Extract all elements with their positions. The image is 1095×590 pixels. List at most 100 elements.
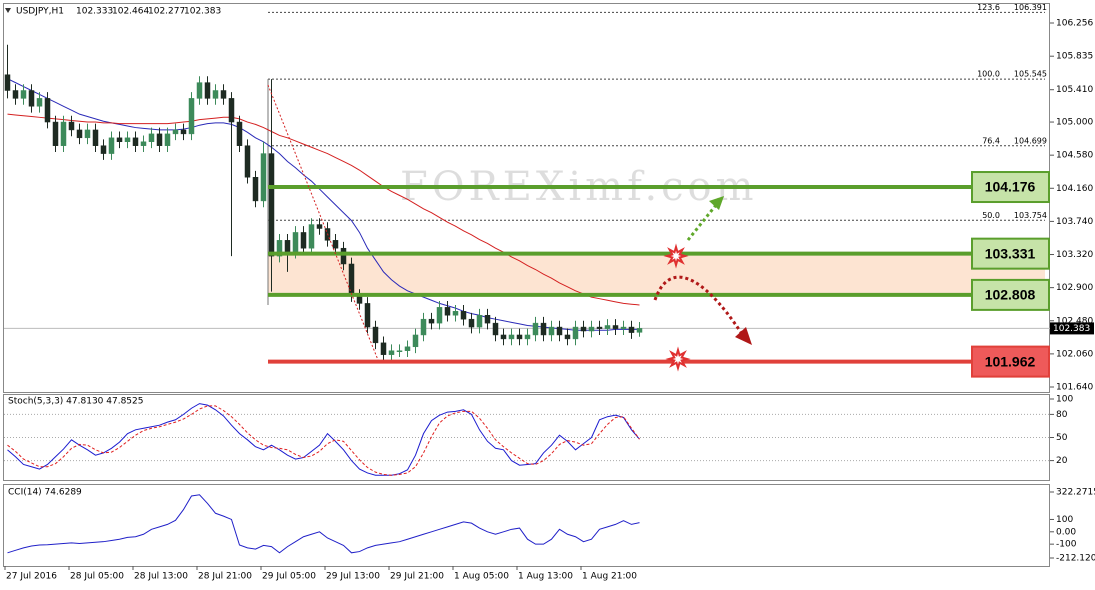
candle-body xyxy=(380,342,387,355)
indicator-line xyxy=(7,113,640,306)
fibo-level: 50.0 xyxy=(982,211,1000,220)
level-box xyxy=(971,237,1050,270)
bear-arrow xyxy=(653,275,744,335)
ohlc-low: 102.277 xyxy=(148,7,185,17)
x-tick-label: 1 Aug 13:00 xyxy=(518,572,573,582)
x-tick-label: 1 Aug 21:00 xyxy=(582,572,637,582)
candle-body xyxy=(588,326,595,332)
candle-body xyxy=(484,314,491,324)
x-tick-label: 28 Jul 21:00 xyxy=(198,572,252,582)
candle-body xyxy=(20,90,27,99)
candle-body xyxy=(28,90,35,107)
candle-body xyxy=(60,121,67,146)
candle-body xyxy=(148,133,155,143)
y-tick-label: 106.256 xyxy=(1056,19,1093,29)
candle-body xyxy=(44,98,51,123)
y-tick-label: 105.410 xyxy=(1056,85,1093,95)
candle-body xyxy=(548,326,555,336)
y-tick-label: 20 xyxy=(1056,456,1068,466)
candle-body xyxy=(260,153,267,202)
fibo-level: 123.6 xyxy=(977,3,1000,12)
candle-body xyxy=(612,325,619,329)
candle-body xyxy=(372,326,379,344)
candle-body xyxy=(188,98,195,135)
candle-body xyxy=(84,129,91,139)
y-tick-label: 104.160 xyxy=(1056,184,1093,194)
candle-body xyxy=(284,240,291,253)
fibo-level: 100.0 xyxy=(977,70,1000,79)
candle-body xyxy=(92,129,99,146)
candle-body xyxy=(108,137,115,154)
candle-body xyxy=(132,137,139,146)
candle-body xyxy=(236,121,243,146)
y-tick-label: 103.320 xyxy=(1056,250,1093,260)
y-tick-label: 103.740 xyxy=(1056,217,1093,227)
candle-body xyxy=(540,322,547,336)
candle-body xyxy=(364,303,371,328)
y-tick-label: 101.640 xyxy=(1056,383,1093,393)
y-tick-label: -212.1202 xyxy=(1056,554,1095,564)
candle-body xyxy=(524,334,531,340)
cci-panel xyxy=(3,484,1050,567)
candle-body xyxy=(508,334,515,340)
candle-body xyxy=(628,326,635,333)
level-box xyxy=(971,278,1050,311)
y-tick-label: 102.060 xyxy=(1056,349,1093,359)
y-tick-label: 50 xyxy=(1056,433,1068,443)
candle-body xyxy=(596,326,603,329)
y-tick-label: 0.00 xyxy=(1056,527,1076,537)
candle-body xyxy=(12,90,19,99)
bull-arrow xyxy=(686,204,718,241)
stoch-panel xyxy=(3,394,1050,481)
fibo-price: 104.699 xyxy=(1014,136,1047,145)
candle-body xyxy=(252,176,259,202)
x-tick-label: 1 Aug 05:00 xyxy=(454,572,509,582)
bull-arrow-head xyxy=(709,196,724,210)
candle-body xyxy=(300,232,307,249)
candle-body xyxy=(420,318,427,336)
indicator-line xyxy=(7,494,640,554)
indicator-line xyxy=(7,403,640,476)
candle-body xyxy=(276,240,283,257)
y-tick-label: 322.2715 xyxy=(1056,488,1095,498)
candle-body xyxy=(404,346,411,351)
y-tick-label: 80 xyxy=(1056,410,1068,420)
indicator-line xyxy=(7,405,640,476)
y-tick-label: -100 xyxy=(1056,540,1077,550)
y-tick-label: 105.835 xyxy=(1056,52,1093,62)
fibo-level: 76.4 xyxy=(982,136,1000,145)
candle-body xyxy=(172,129,179,135)
candle-body xyxy=(436,307,443,324)
candle-body xyxy=(68,121,75,131)
candle-body xyxy=(468,318,475,328)
symbol-title: USDJPY,H1 xyxy=(16,7,64,17)
candle-body xyxy=(116,137,123,143)
trend-line xyxy=(267,84,379,361)
annotations xyxy=(267,84,752,372)
candle-body xyxy=(444,307,451,316)
candle-body xyxy=(220,90,227,99)
level-box xyxy=(971,345,1050,378)
y-tick-label: 100 xyxy=(1056,395,1073,405)
candle-body xyxy=(52,121,59,146)
stoch-title: Stoch(5,3,3) 47.8130 47.8525 xyxy=(8,397,143,407)
candle-body xyxy=(308,224,315,249)
candle-body xyxy=(316,224,323,229)
candle-body xyxy=(124,137,131,143)
y-tick-label: 105.000 xyxy=(1056,118,1093,128)
fibo-price: 105.545 xyxy=(1014,70,1047,79)
candle-body xyxy=(164,133,171,146)
candle-body xyxy=(140,141,147,146)
candle-body xyxy=(268,153,275,257)
candle-body xyxy=(180,129,187,135)
menu-arrow xyxy=(5,8,11,13)
y-tick-label: 104.580 xyxy=(1056,151,1093,161)
candle-body xyxy=(412,334,419,348)
candle-body xyxy=(500,334,507,340)
candle-body xyxy=(428,318,435,324)
candle-body xyxy=(292,232,299,253)
candle-body xyxy=(332,240,339,249)
candle-body xyxy=(556,326,563,336)
candle-body xyxy=(244,145,251,178)
